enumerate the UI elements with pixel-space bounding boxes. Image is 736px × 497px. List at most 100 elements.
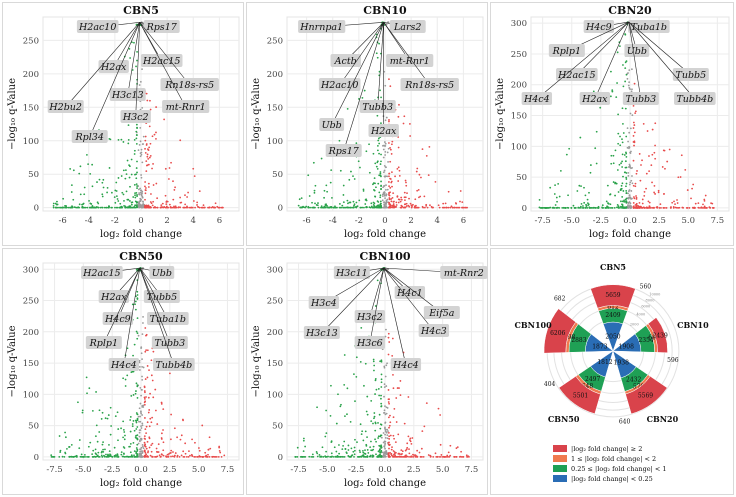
down-point [132,196,135,198]
down-point [102,441,104,444]
down-point [135,177,138,180]
ns-point [138,193,141,196]
up-point [387,431,390,434]
gene-label-box [521,92,553,105]
down-point [121,191,124,194]
gene-label: Tuba1b [631,22,667,33]
down-point [329,181,332,184]
ns-point [141,424,144,427]
up-point [444,202,447,205]
down-point [133,343,136,346]
down-point [380,180,382,183]
ns-point [631,197,633,200]
ns-point [139,450,141,453]
up-point [404,449,407,452]
down-point [621,160,624,163]
up-point [634,112,637,115]
down-point [135,123,138,126]
down-point [128,164,130,167]
up-point [409,437,412,440]
up-point [711,202,714,205]
down-point [321,446,324,449]
ns-point [140,176,143,179]
ns-point [383,185,385,187]
label-leader-line [89,22,140,138]
y-tick-label: 0 [34,204,39,214]
up-point [639,179,642,182]
gene-label: H2ac15 [557,70,595,81]
up-point [461,206,463,209]
up-point [411,205,413,208]
up-point [412,453,414,456]
down-point [70,191,73,193]
down-point [72,198,75,201]
down-point [136,317,139,320]
down-point [373,415,376,418]
down-point [614,149,617,152]
down-point [610,70,612,73]
down-point [299,206,302,209]
up-point [388,181,390,183]
up-point [465,454,468,457]
down-point [296,455,299,458]
ns-point [139,187,142,190]
down-point [353,455,355,458]
ns-point [385,116,388,119]
down-point [621,107,624,110]
up-point [633,140,636,143]
ns-point [141,206,144,209]
up-point [155,450,158,453]
label-leader-line [369,267,385,318]
down-point [378,152,380,155]
up-point [691,187,693,190]
down-point [356,441,358,444]
down-point [124,206,127,209]
up-point [388,194,391,197]
down-point [570,207,573,209]
up-point [207,453,209,456]
down-point [85,455,87,458]
up-point [183,206,185,209]
top-point [141,23,145,26]
up-point [194,441,196,444]
ns-point [385,184,387,187]
down-point [616,82,618,84]
gene-label-box [81,266,123,279]
down-point [556,200,558,203]
up-point [632,184,635,187]
label-leader-line [135,22,140,118]
down-point [624,67,627,69]
up-point [180,434,183,437]
down-point [114,206,116,209]
y-tick-label: 100 [23,390,39,400]
ns-point [631,88,633,91]
down-point [622,132,625,134]
down-point [320,206,322,209]
ns-point [383,141,386,143]
down-point [354,400,356,403]
down-point [78,206,81,209]
ns-point [384,433,386,436]
down-point [585,203,587,206]
down-point [543,207,545,209]
down-point [100,418,103,420]
ns-point [139,80,142,83]
ns-point [138,201,141,204]
down-point [368,171,371,174]
ns-point [137,149,140,152]
down-point [128,455,131,458]
up-point [662,207,665,209]
up-point [193,455,196,458]
category-label: CBN10 [677,320,709,330]
down-point [135,390,137,392]
up-point [159,455,162,458]
up-point [391,171,393,173]
up-point [388,447,390,450]
down-point [129,416,132,418]
down-point [380,381,383,384]
up-point [638,153,641,155]
down-point [355,206,358,209]
down-point [372,201,375,204]
down-point [621,141,624,144]
down-point [377,435,380,438]
